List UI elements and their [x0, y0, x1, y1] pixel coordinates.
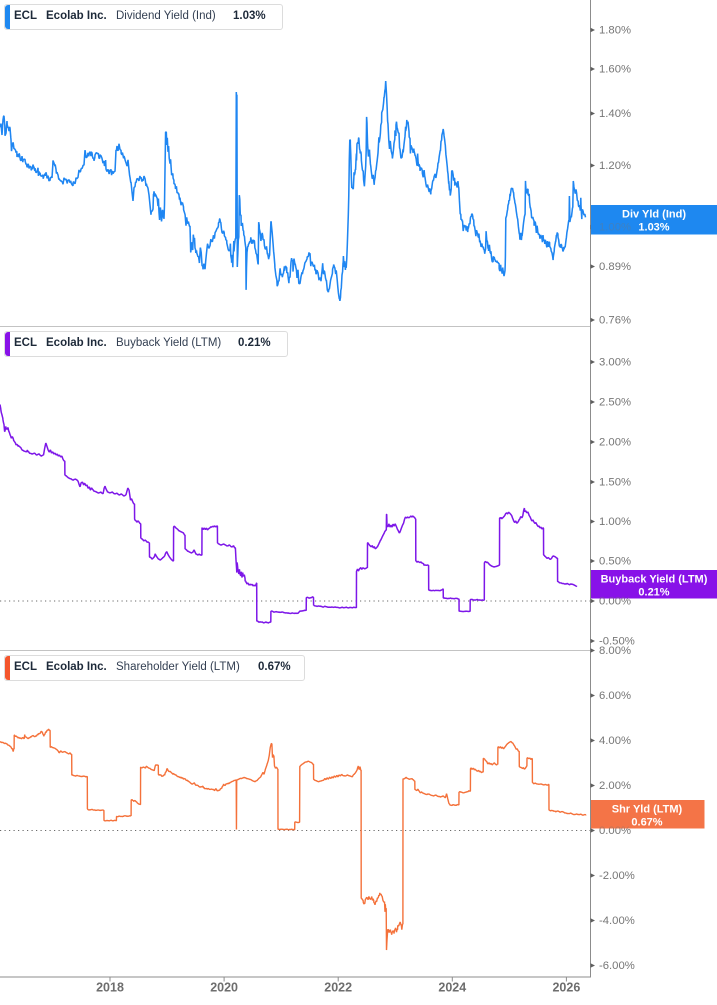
svg-text:-0.50%: -0.50% [599, 636, 635, 648]
svg-text:4.00%: 4.00% [599, 735, 631, 747]
svg-text:1.50%: 1.50% [599, 477, 631, 489]
svg-text:0.67%: 0.67% [631, 817, 662, 829]
svg-text:8.00%: 8.00% [599, 645, 631, 657]
svg-text:1.80%: 1.80% [599, 25, 631, 37]
svg-text:-6.00%: -6.00% [599, 960, 635, 972]
svg-text:1.20%: 1.20% [599, 160, 631, 172]
svg-text:2022: 2022 [324, 981, 352, 995]
svg-text:2.50%: 2.50% [599, 397, 631, 409]
svg-text:0.50%: 0.50% [599, 556, 631, 568]
svg-text:0.00%: 0.00% [599, 596, 631, 608]
svg-text:-2.00%: -2.00% [599, 870, 635, 882]
svg-text:1.40%: 1.40% [599, 108, 631, 120]
svg-text:1.00%: 1.00% [599, 222, 631, 234]
svg-text:0.89%: 0.89% [599, 261, 631, 273]
svg-text:2.00%: 2.00% [599, 780, 631, 792]
svg-text:2026: 2026 [552, 981, 580, 995]
svg-text:0.21%: 0.21% [638, 587, 669, 599]
svg-text:0.00%: 0.00% [599, 596, 631, 608]
svg-text:2018: 2018 [96, 981, 124, 995]
svg-text:Buyback Yield (LTM): Buyback Yield (LTM) [601, 574, 708, 586]
svg-text:0.00%: 0.00% [599, 825, 631, 837]
svg-text:6.00%: 6.00% [599, 690, 631, 702]
svg-text:2024: 2024 [438, 981, 466, 995]
svg-text:3.00%: 3.00% [599, 357, 631, 369]
svg-text:1.00%: 1.00% [599, 516, 631, 528]
svg-text:1.03%: 1.03% [638, 222, 669, 234]
svg-text:2020: 2020 [210, 981, 238, 995]
svg-text:Div Yld (Ind): Div Yld (Ind) [622, 209, 686, 221]
svg-text:1.60%: 1.60% [599, 64, 631, 76]
svg-text:0.76%: 0.76% [599, 315, 631, 327]
svg-text:2.00%: 2.00% [599, 437, 631, 449]
svg-text:Shr Yld (LTM): Shr Yld (LTM) [612, 804, 683, 816]
svg-text:-4.00%: -4.00% [599, 915, 635, 927]
